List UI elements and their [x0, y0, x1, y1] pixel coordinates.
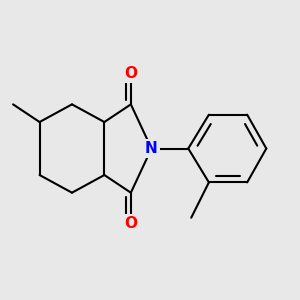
Text: O: O: [124, 216, 137, 231]
Text: N: N: [145, 141, 158, 156]
Text: O: O: [124, 66, 137, 81]
